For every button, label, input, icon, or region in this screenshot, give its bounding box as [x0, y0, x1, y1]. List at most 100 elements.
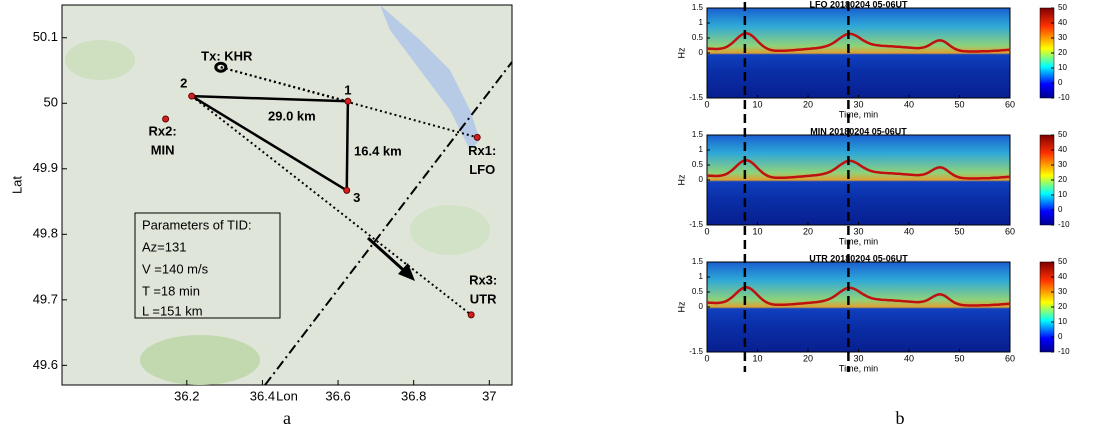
panel-title: LFO 20180204 05-06UT: [809, 0, 908, 9]
x-tick-label: 10: [752, 353, 762, 363]
y-tick-label: 49.9: [33, 160, 58, 175]
y-tick-label: 0.5: [692, 33, 704, 42]
x-tick-label: 20: [803, 99, 813, 109]
x-axis-label: Time, min: [839, 109, 878, 119]
y-tick-label: -1.5: [689, 347, 703, 356]
station-label: 1: [344, 83, 351, 98]
y-axis-label: Hz: [676, 174, 686, 185]
y-axis-label: Hz: [676, 301, 686, 312]
box-line: V =140 m/s: [142, 261, 209, 276]
station-label: UTR: [470, 291, 497, 306]
x-tick-label: 50: [954, 353, 964, 363]
y-tick-label: 0.5: [692, 287, 704, 296]
colorbar-tick-label: -10: [1058, 347, 1070, 356]
y-tick-label: 0: [699, 302, 704, 311]
doppler-trace: [706, 32, 1011, 53]
y-tick-label: 50.1: [33, 29, 58, 44]
x-tick-label: 36.4: [250, 388, 275, 403]
y-axis-label: Hz: [676, 47, 686, 58]
x-tick-label: 37: [482, 388, 496, 403]
box-title: Parameters of TID:: [142, 217, 252, 232]
x-tick-label: 10: [752, 226, 762, 236]
x-tick-label: 0: [704, 99, 709, 109]
distance-label: 16.4 km: [354, 143, 402, 158]
x-axis-label: Time, min: [839, 236, 878, 246]
colorbar-tick-label: 20: [1058, 175, 1067, 184]
x-axis-label: Lon: [276, 388, 298, 403]
colorbar-tick-label: 40: [1058, 18, 1067, 27]
station-label: Rx2:: [149, 123, 177, 138]
colorbar-tick-label: 10: [1058, 317, 1067, 326]
spectrogram: [706, 7, 1011, 99]
y-tick-label: -1.5: [689, 220, 703, 229]
arrow-head: [398, 263, 415, 281]
panel-title: MIN 20180204 05-06UT: [810, 126, 907, 136]
x-tick-label: 0: [704, 226, 709, 236]
x-tick-label: 40: [904, 99, 914, 109]
station: [344, 97, 352, 105]
path-solid: [191, 95, 348, 192]
colorbar-tick-label: 50: [1058, 3, 1067, 12]
station: [473, 133, 481, 141]
y-tick-label: 0.5: [692, 160, 704, 169]
colorbar-tick-label: 20: [1058, 302, 1067, 311]
y-tick-label: 1.5: [692, 257, 704, 266]
station: [467, 311, 475, 319]
y-tick-label: 0: [699, 175, 704, 184]
y-tick-label: 50: [44, 95, 58, 110]
x-axis-label: Time, min: [839, 363, 878, 373]
forest: [410, 205, 490, 255]
colorbar-tick-label: 30: [1058, 33, 1067, 42]
y-tick-label: 1.5: [692, 130, 704, 139]
forest: [65, 40, 135, 80]
x-tick-label: 36.6: [325, 388, 350, 403]
colorbar-tick-label: 20: [1058, 48, 1067, 57]
caption: b: [896, 408, 905, 428]
station-label: Tx: KHR: [201, 49, 253, 64]
box-line: L =151 km: [142, 303, 203, 318]
x-tick-label: 40: [904, 226, 914, 236]
colorbar-tick-label: 0: [1058, 332, 1063, 341]
station-label: LFO: [469, 162, 495, 177]
station-label: Rx3:: [469, 272, 497, 287]
colorbar-tick-label: 40: [1058, 145, 1067, 154]
station-label: MIN: [151, 142, 175, 157]
x-tick-label: 0: [704, 353, 709, 363]
y-tick-label: 0: [699, 48, 704, 57]
station-label: Rx1:: [468, 143, 496, 158]
x-tick-label: 20: [803, 226, 813, 236]
path-dotted: [220, 66, 478, 139]
colorbar-tick-label: 10: [1058, 190, 1067, 199]
colorbar-tick-label: 50: [1058, 130, 1067, 139]
x-tick-label: 60: [1005, 353, 1015, 363]
y-tick-label: -1.5: [689, 93, 703, 102]
colorbar-tick-label: 30: [1058, 287, 1067, 296]
x-tick-label: 30: [853, 99, 863, 109]
y-axis-label: Lat: [9, 176, 24, 194]
x-tick-label: 50: [954, 99, 964, 109]
colorbar-tick-label: 50: [1058, 257, 1067, 266]
x-tick-label: 20: [803, 353, 813, 363]
spectrogram: [706, 134, 1011, 226]
forest: [140, 335, 260, 385]
doppler-trace: [706, 159, 1011, 180]
y-tick-label: 49.7: [33, 291, 58, 306]
path-solid: [345, 101, 350, 191]
y-tick-label: 1.5: [692, 3, 704, 12]
x-tick-label: 60: [1005, 226, 1015, 236]
y-tick-label: 49.6: [33, 357, 58, 372]
x-tick-label: 30: [853, 353, 863, 363]
y-tick-label: 1: [699, 272, 704, 281]
x-tick-label: 50: [954, 226, 964, 236]
x-tick-label: 10: [752, 99, 762, 109]
x-tick-label: 36.2: [174, 388, 199, 403]
x-tick-label: 30: [853, 226, 863, 236]
colorbar-tick-label: 40: [1058, 272, 1067, 281]
station: [343, 186, 351, 194]
river: [380, 5, 480, 150]
x-tick-label: 36.8: [401, 388, 426, 403]
doppler-trace: [706, 286, 1011, 307]
y-tick-label: 1: [699, 145, 704, 154]
distance-label: 29.0 km: [268, 108, 316, 123]
station: [188, 92, 196, 100]
